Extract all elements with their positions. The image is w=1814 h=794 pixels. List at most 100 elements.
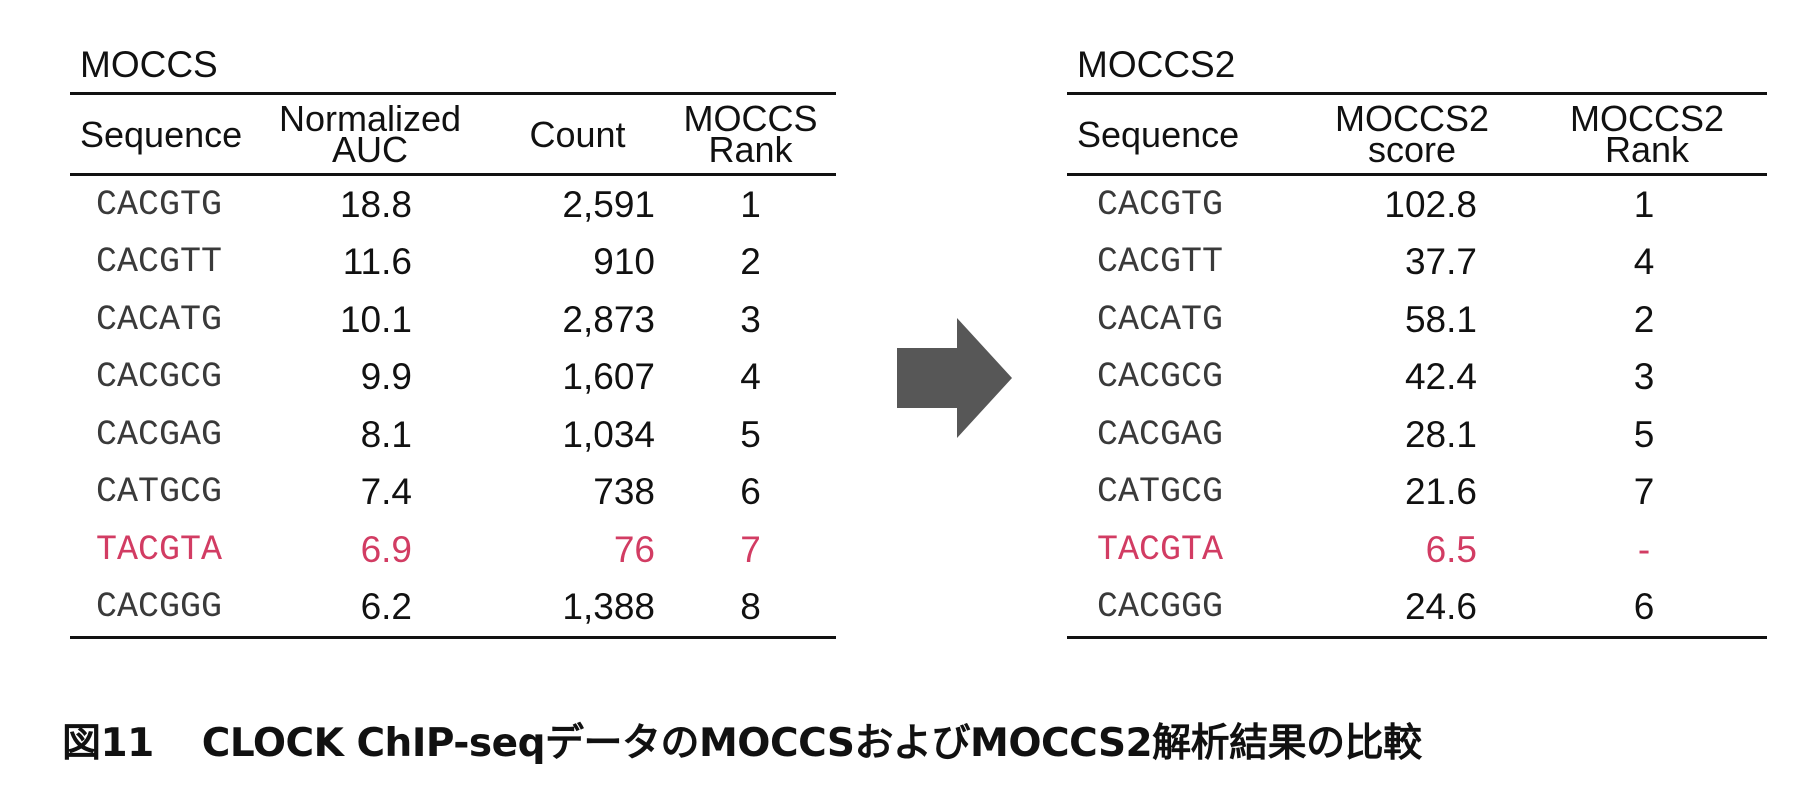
normalized-auc-cell: 11.6 [342,241,412,283]
normalized-auc-cell: 7.4 [360,471,412,513]
sequence-cell: TACGTA [96,529,223,570]
normalized-auc-cell: 6.9 [360,528,412,570]
sequence-cell: CACGGG [96,587,223,628]
moccs-rank-cell: 1 [740,183,761,225]
sequence-cell: CACGTT [96,242,223,283]
figure-label: 図11 [62,721,154,766]
moccs2-score-cell: 24.6 [1404,586,1477,628]
moccs-table-body: CACGTG 18.8 2,591 1 CACGTT 11.6 910 2 CACATG 10.1… [70,175,836,638]
moccs2-table-panel: MOCCS2 Sequence MOCCS2 score MOCCS2 Rank… [1067,38,1767,639]
moccs2-score-cell: 21.6 [1404,471,1477,513]
moccs-table-panel: MOCCS Sequence Normalized AUC Count MOCC… [70,38,836,639]
moccs2-table-body: CACGTG 102.8 1 CACGTT 37.7 4 CACATG 58.1 2 CACGCG… [1067,175,1767,638]
table-row: CACGTG 18.8 2,591 1 [70,175,836,234]
moccs2-score-cell: 6.5 [1425,528,1477,570]
table-row: CACATG 58.1 2 [1067,291,1767,349]
normalized-auc-cell: 8.1 [360,413,412,455]
header-moccs2-rank-line2: Rank [1604,129,1690,170]
header-moccs2-score-line1: MOCCS2 [1334,98,1490,139]
moccs2-score-cell: 42.4 [1404,356,1477,398]
moccs-rank-cell: 2 [740,241,761,283]
header-sequence: Sequence [80,113,243,155]
header-count: Count [529,113,626,155]
moccs2-table: Sequence MOCCS2 score MOCCS2 Rank CACGTG… [1067,92,1767,639]
count-cell: 1,388 [562,586,655,628]
moccs2-header-row: Sequence MOCCS2 score MOCCS2 Rank [1067,93,1767,175]
header-normalized-auc-line2: AUC [331,129,408,170]
moccs-table-title: MOCCS [80,44,218,85]
table-row: CACGAG 28.1 5 [1067,406,1767,464]
normalized-auc-cell: 6.2 [360,586,412,628]
moccs2-rank-cell: 2 [1633,298,1655,340]
moccs2-rank-cell: 3 [1633,356,1655,398]
table-row: CACGGG 24.6 6 [1067,579,1767,638]
count-cell: 910 [593,241,655,283]
moccs-rank-cell: 8 [740,586,761,628]
table-row: TACGTA 6.5 - [1067,521,1767,579]
moccs-rank-cell: 4 [740,356,761,398]
table-row: CACGCG 42.4 3 [1067,349,1767,407]
header-normalized-auc: Normalized AUC [270,94,470,175]
header-moccs2-score-line2: score [1367,129,1457,170]
sequence-cell: CACATG [1097,299,1224,340]
moccs2-table-title: MOCCS2 [1077,44,1236,85]
count-cell: 1,607 [562,356,655,398]
moccs-header-row: Sequence Normalized AUC Count MOCCS Rank [70,93,836,175]
table-row: CATGCG 21.6 7 [1067,464,1767,522]
count-cell: 2,591 [562,183,655,225]
header-moccs-rank-line2: Rank [708,129,793,170]
moccs2-rank-cell: 7 [1633,471,1655,513]
count-cell: 738 [593,471,655,513]
normalized-auc-cell: 10.1 [339,298,412,340]
figure-caption: 図11 CLOCK ChIP-seqデータのMOCCSおよびMOCCS2解析結果の… [62,712,1422,768]
sequence-cell: CACATG [96,299,223,340]
moccs-rank-cell: 6 [740,471,761,513]
moccs2-rank-cell: 4 [1633,241,1655,283]
sequence-cell: CATGCG [96,472,223,513]
header-moccs-rank-line1: MOCCS [683,98,818,139]
table-row: CACGAG 8.1 1,034 5 [70,406,836,464]
sequence-cell: CACGTT [1097,242,1224,283]
table-row: CACGGG 6.2 1,388 8 [70,579,836,638]
table-row: TACGTA 6.9 76 7 [70,521,836,579]
right-arrow-icon [897,318,1012,438]
header-sequence: Sequence [1077,113,1240,155]
moccs2-score-cell: 102.8 [1384,183,1477,225]
figure-caption-text: CLOCK ChIP-seqデータのMOCCSおよびMOCCS2解析結果の比較 [201,721,1422,766]
header-normalized-auc-line1: Normalized [278,98,462,139]
moccs-table: Sequence Normalized AUC Count MOCCS Rank… [70,92,836,639]
sequence-cell: CACGAG [96,414,223,455]
moccs2-score-cell: 28.1 [1404,413,1477,455]
table-row: CATGCG 7.4 738 6 [70,464,836,522]
sequence-cell: CACGTG [1097,184,1224,225]
table-row: CACGTT 37.7 4 [1067,234,1767,292]
count-cell: 76 [613,528,655,570]
count-cell: 2,873 [562,298,655,340]
moccs2-score-cell: 37.7 [1404,241,1477,283]
table-row: CACGTG 102.8 1 [1067,175,1767,234]
moccs-rank-cell: 7 [740,528,761,570]
table-row: CACGCG 9.9 1,607 4 [70,349,836,407]
moccs2-rank-cell: 6 [1633,586,1655,628]
table-row: CACGTT 11.6 910 2 [70,234,836,292]
count-cell: 1,034 [562,413,655,455]
moccs2-rank-cell: - [1637,528,1651,570]
sequence-cell: CACGTG [96,184,223,225]
header-moccs2-rank-line1: MOCCS2 [1569,98,1725,139]
sequence-cell: CACGGG [1097,587,1224,628]
sequence-cell: TACGTA [1097,529,1224,570]
header-moccs-rank: MOCCS Rank [665,94,836,175]
normalized-auc-cell: 9.9 [360,356,412,398]
sequence-cell: CACGAG [1097,414,1224,455]
sequence-cell: CACGCG [1097,357,1224,398]
header-moccs2-score: MOCCS2 score [1297,94,1527,175]
moccs2-rank-cell: 1 [1633,183,1655,225]
table-row: CACATG 10.1 2,873 3 [70,291,836,349]
moccs-rank-cell: 3 [740,298,761,340]
sequence-cell: CACGCG [96,357,223,398]
moccs-rank-cell: 5 [740,413,761,455]
moccs2-score-cell: 58.1 [1404,298,1477,340]
moccs2-rank-cell: 5 [1633,413,1655,455]
normalized-auc-cell: 18.8 [339,183,412,225]
sequence-cell: CATGCG [1097,472,1224,513]
